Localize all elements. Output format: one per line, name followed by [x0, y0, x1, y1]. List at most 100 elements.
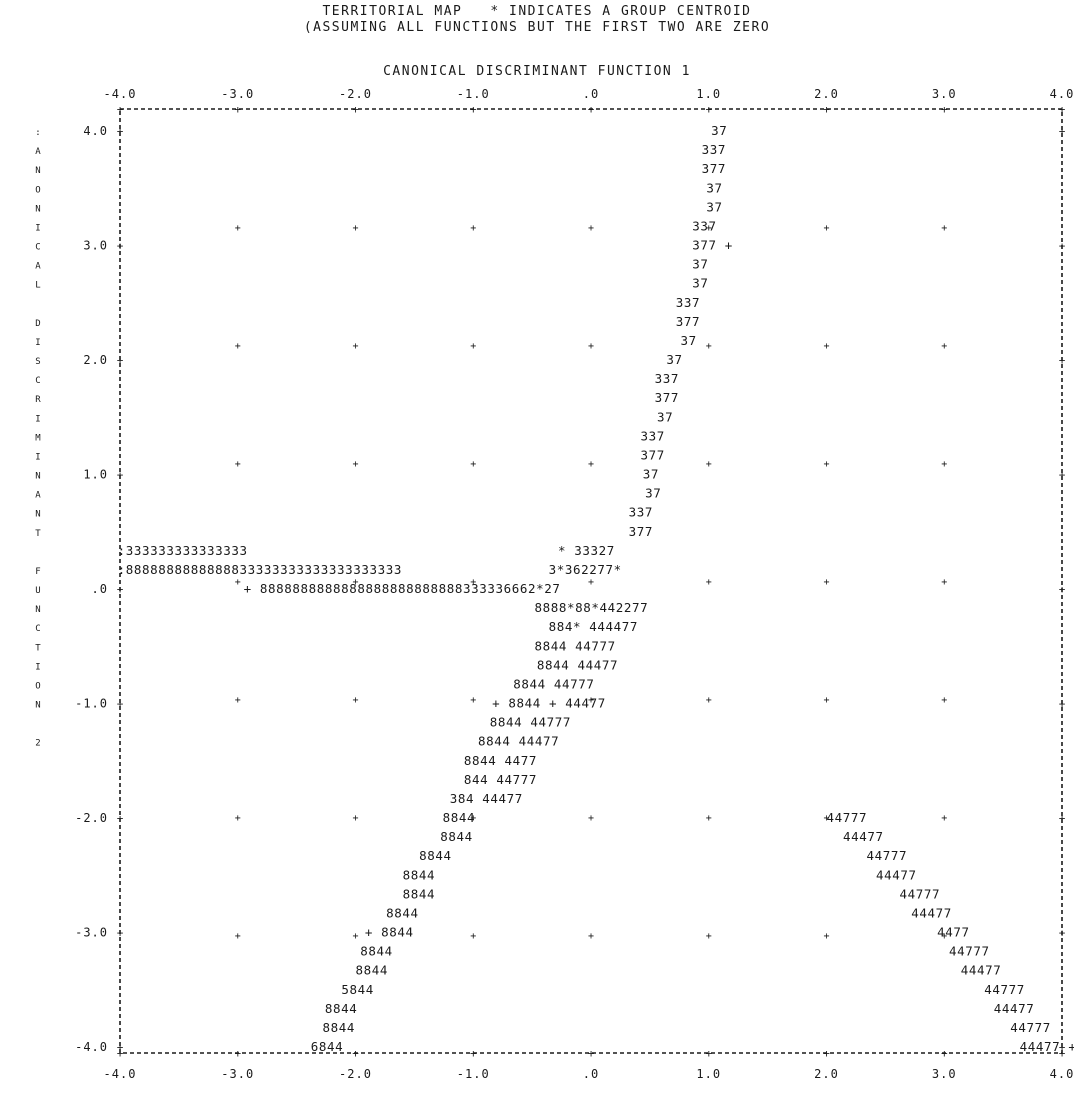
territory-boundary-row: 377: [629, 524, 653, 539]
y-axis-title-letter: :: [35, 128, 40, 138]
territory-boundary-row: 8844: [419, 848, 452, 863]
frame-tick-top: +: [1059, 103, 1066, 116]
territory-boundary-row: 8844: [386, 905, 419, 920]
territory-boundary-row: 8844 44477: [537, 657, 618, 672]
x-tick-label-top: -3.0: [221, 87, 254, 101]
grid-marker: +: [235, 931, 241, 942]
y-axis-title-letter: N: [35, 472, 40, 482]
x-tick-label-top: 1.0: [696, 87, 721, 101]
grid-marker: +: [470, 459, 476, 470]
grid-marker: +: [470, 577, 476, 588]
territory-boundary-row: :333333333333333: [118, 543, 248, 558]
frame-tick-left: +: [117, 354, 124, 367]
frame-tick-bottom: +: [117, 1047, 124, 1060]
y-axis-title-letter: I: [35, 338, 40, 348]
grid-marker: +: [706, 813, 712, 824]
x-tick-label-bottom: -2.0: [339, 1067, 372, 1081]
frame-tick-top: +: [823, 103, 830, 116]
grid-marker: +: [235, 459, 241, 470]
grid-marker: +: [823, 341, 829, 352]
territory-boundary-row: 377: [702, 161, 726, 176]
grid-marker: +: [823, 813, 829, 824]
grid-marker: +: [352, 577, 358, 588]
territory-boundary-row: 377 +: [692, 238, 733, 253]
y-axis-title-letter: L: [35, 281, 40, 291]
grid-marker: +: [588, 459, 594, 470]
x-tick-label-top: -2.0: [339, 87, 372, 101]
territory-boundary-row: 44477: [843, 829, 884, 844]
territory-boundary-row: 37: [692, 257, 708, 272]
frame-tick-left: +: [117, 469, 124, 482]
territory-boundary-row: 37: [643, 467, 659, 482]
x-tick-label-top: 3.0: [932, 87, 957, 101]
frame-tick-bottom: +: [352, 1047, 359, 1060]
grid-marker: +: [352, 931, 358, 942]
frame-tick-right: +: [1059, 698, 1066, 711]
y-axis-title-letter: O: [35, 185, 40, 195]
territory-boundary-row: 377: [640, 447, 664, 462]
x-tick-label-top: 4.0: [1050, 87, 1074, 101]
territory-boundary-row: 37: [645, 486, 661, 501]
grid-marker: +: [823, 931, 829, 942]
territory-boundary-row: 44477: [876, 867, 917, 882]
y-tick-label: 4.0: [83, 124, 108, 138]
grid-marker: +: [235, 695, 241, 706]
grid-marker: +: [941, 459, 947, 470]
y-axis-title-letter: U: [35, 586, 40, 596]
plot-frame: [119, 108, 1063, 1054]
frame-tick-right: +: [1059, 927, 1066, 940]
territory-boundary-row: 337: [629, 505, 653, 520]
frame-tick-bottom: +: [1059, 1047, 1066, 1060]
territory-boundary-row: 8844: [356, 963, 389, 978]
grid-marker: +: [706, 459, 712, 470]
y-axis-title-letter: S: [35, 357, 40, 367]
territory-boundary-row: 37: [706, 180, 722, 195]
grid-marker: +: [588, 223, 594, 234]
y-axis-title-letter: C: [35, 243, 40, 253]
grid-marker: +: [470, 223, 476, 234]
frame-tick-right: +: [1059, 125, 1066, 138]
y-axis-title-letter: D: [35, 319, 40, 329]
territory-boundary-row: :8888888888888833333333333333333333: [118, 562, 402, 577]
frame-tick-right: +: [1059, 1041, 1066, 1054]
frame-tick-top: +: [470, 103, 477, 116]
grid-marker: +: [588, 813, 594, 824]
y-axis-title-letter: 2: [35, 739, 40, 749]
frame-tick-bottom: +: [470, 1047, 477, 1060]
y-tick-label: 3.0: [83, 239, 108, 253]
grid-marker: +: [823, 223, 829, 234]
y-tick-label: 1.0: [83, 468, 108, 482]
x-tick-label-bottom: 2.0: [814, 1067, 839, 1081]
y-axis-title-letter: I: [35, 414, 40, 424]
frame-tick-left: +: [117, 583, 124, 596]
y-axis-title-letter: O: [35, 681, 40, 691]
grid-marker: +: [706, 577, 712, 588]
y-axis-title-letter: C: [35, 376, 40, 386]
territory-boundary-row: + 8844 + 44477: [492, 696, 606, 711]
y-axis-title-letter: A: [35, 147, 41, 157]
y-axis-title-letter: M: [35, 433, 41, 443]
territory-boundary-row: 8844 44477: [478, 734, 559, 749]
grid-marker: +: [352, 223, 358, 234]
grid-marker: +: [941, 577, 947, 588]
territory-boundary-row: 337: [692, 218, 716, 233]
y-axis-title-letter: I: [35, 223, 40, 233]
y-axis-title-letter: N: [35, 605, 40, 615]
territory-boundary-row: 37: [657, 409, 673, 424]
frame-tick-top: +: [117, 103, 124, 116]
territory-boundary-row: 44777: [900, 886, 941, 901]
x-tick-label-top: 2.0: [814, 87, 839, 101]
territory-boundary-row: 884* 444477: [549, 619, 638, 634]
grid-marker: +: [941, 223, 947, 234]
frame-tick-top: +: [352, 103, 359, 116]
grid-marker: +: [352, 813, 358, 824]
y-axis-title-letter: I: [35, 452, 40, 462]
territory-boundary-row: 8844: [440, 829, 473, 844]
territory-boundary-row: 8844: [323, 1020, 356, 1035]
grid-marker: +: [235, 813, 241, 824]
territory-boundary-row: 8844 44777: [490, 715, 571, 730]
x-tick-label-bottom: .0: [583, 1067, 599, 1081]
grid-marker: +: [352, 341, 358, 352]
y-axis-title-letter: N: [35, 204, 40, 214]
frame-tick-top: +: [588, 103, 595, 116]
